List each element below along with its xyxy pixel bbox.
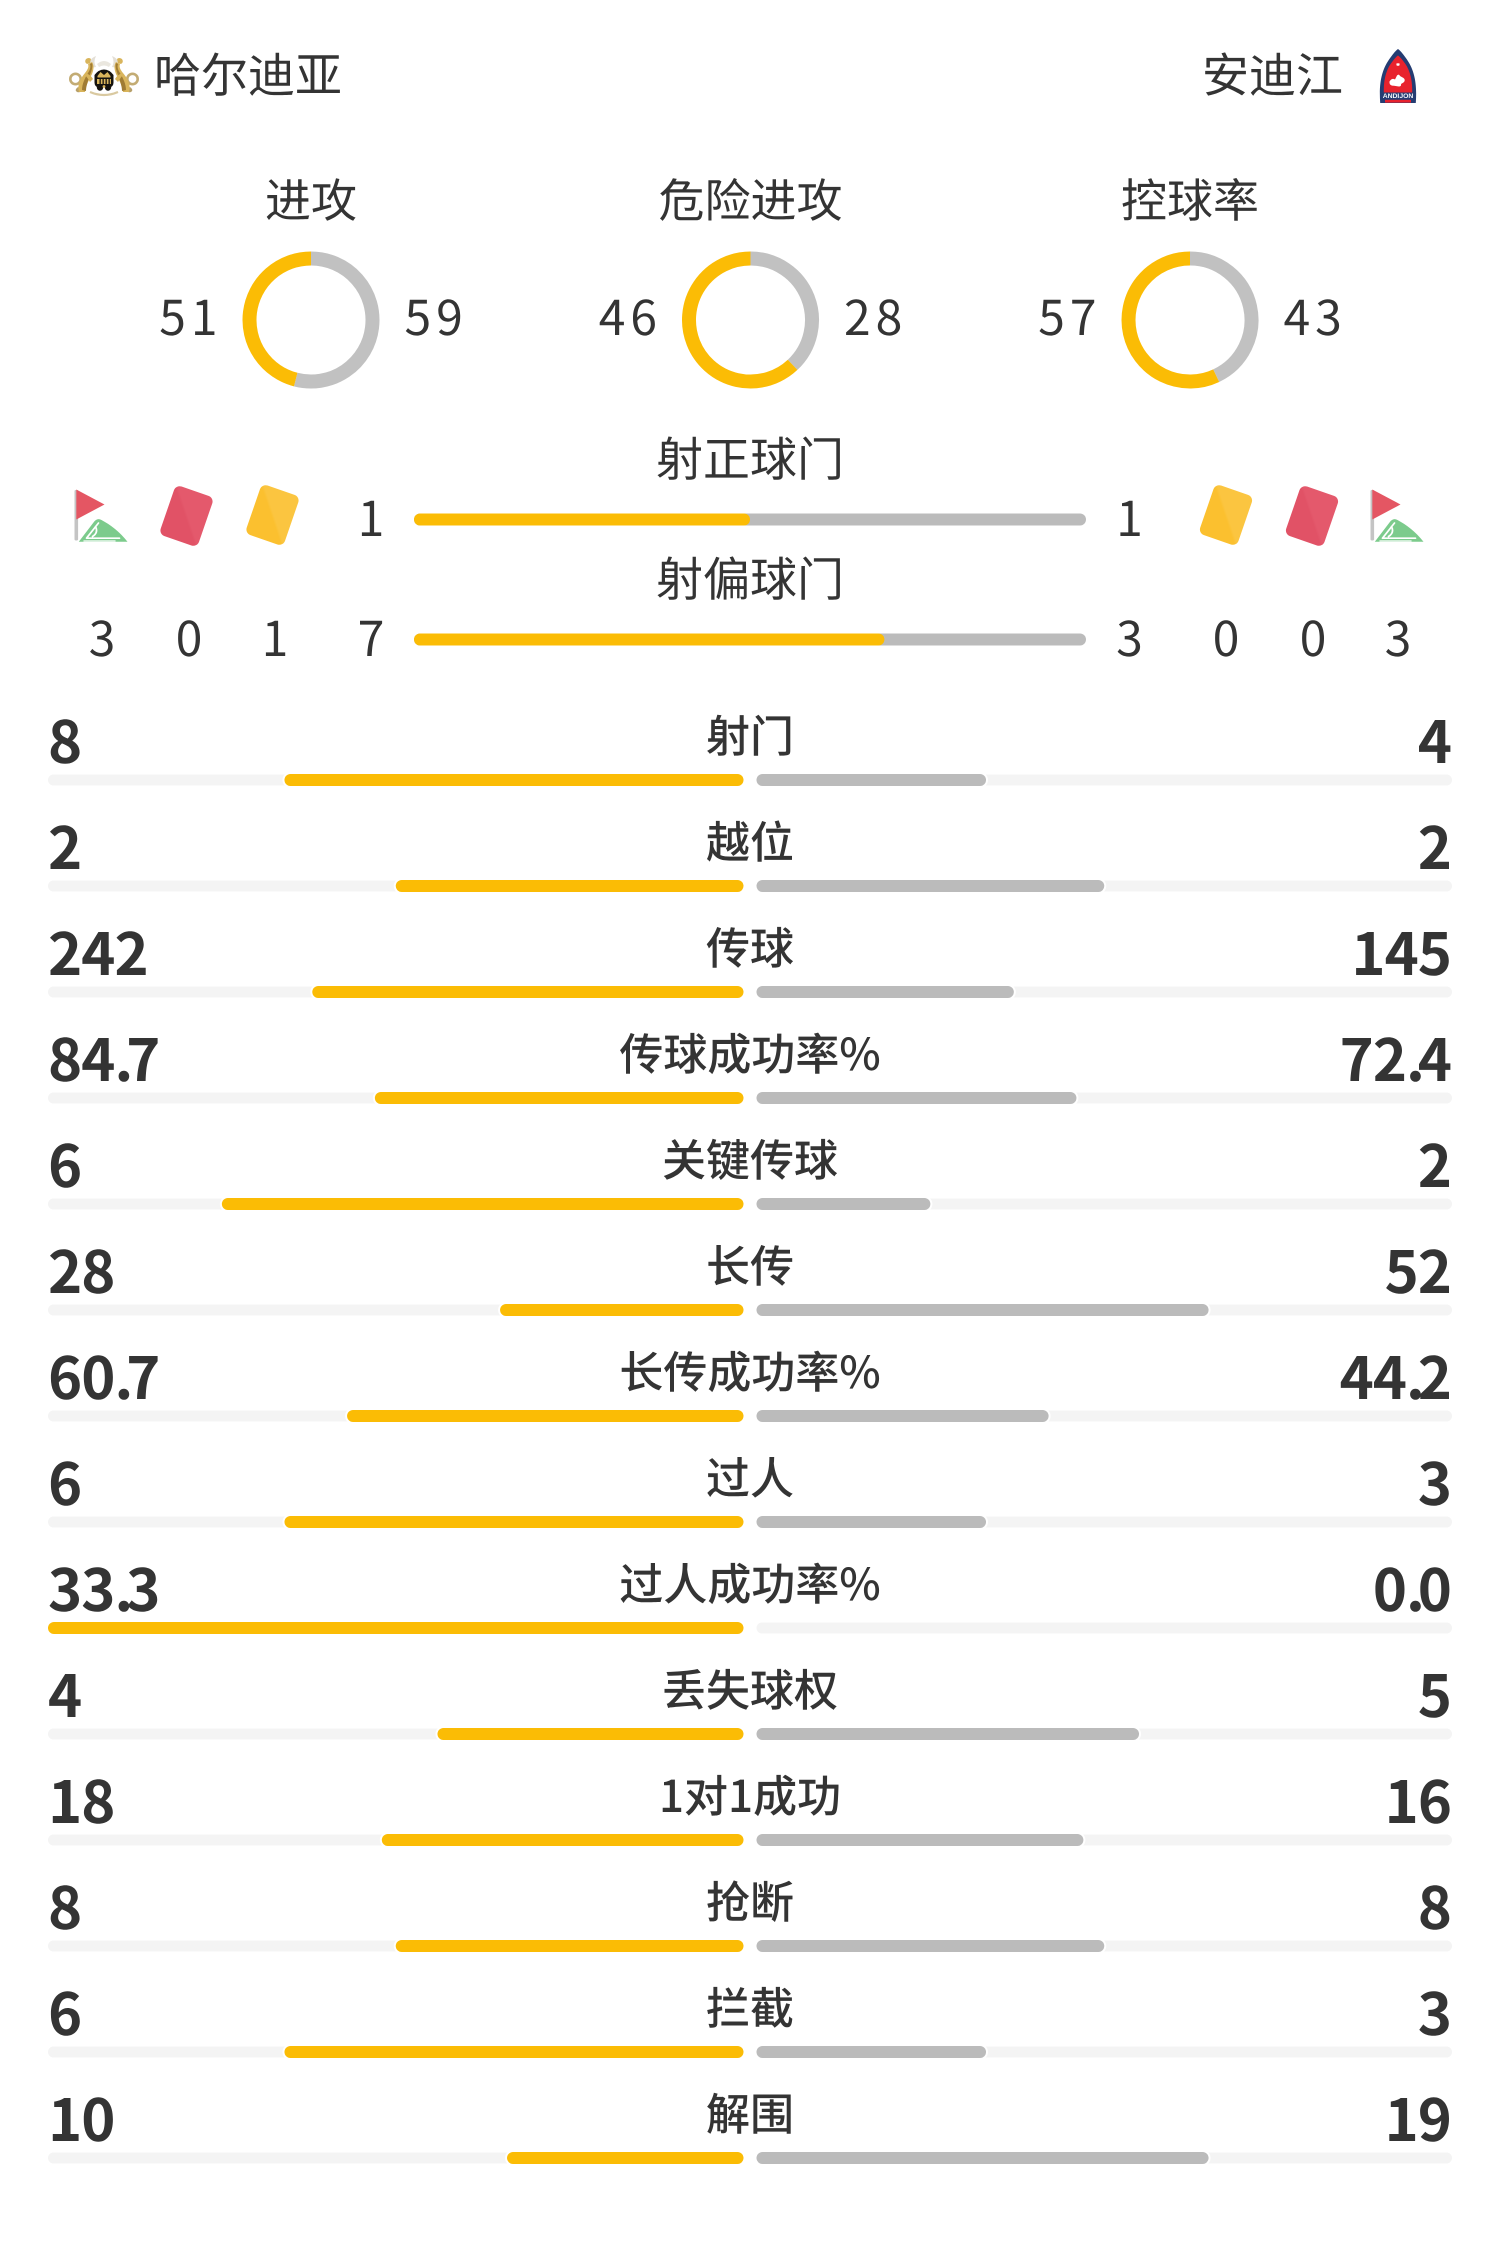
svg-text:ANDIJON: ANDIJON — [1383, 93, 1414, 100]
